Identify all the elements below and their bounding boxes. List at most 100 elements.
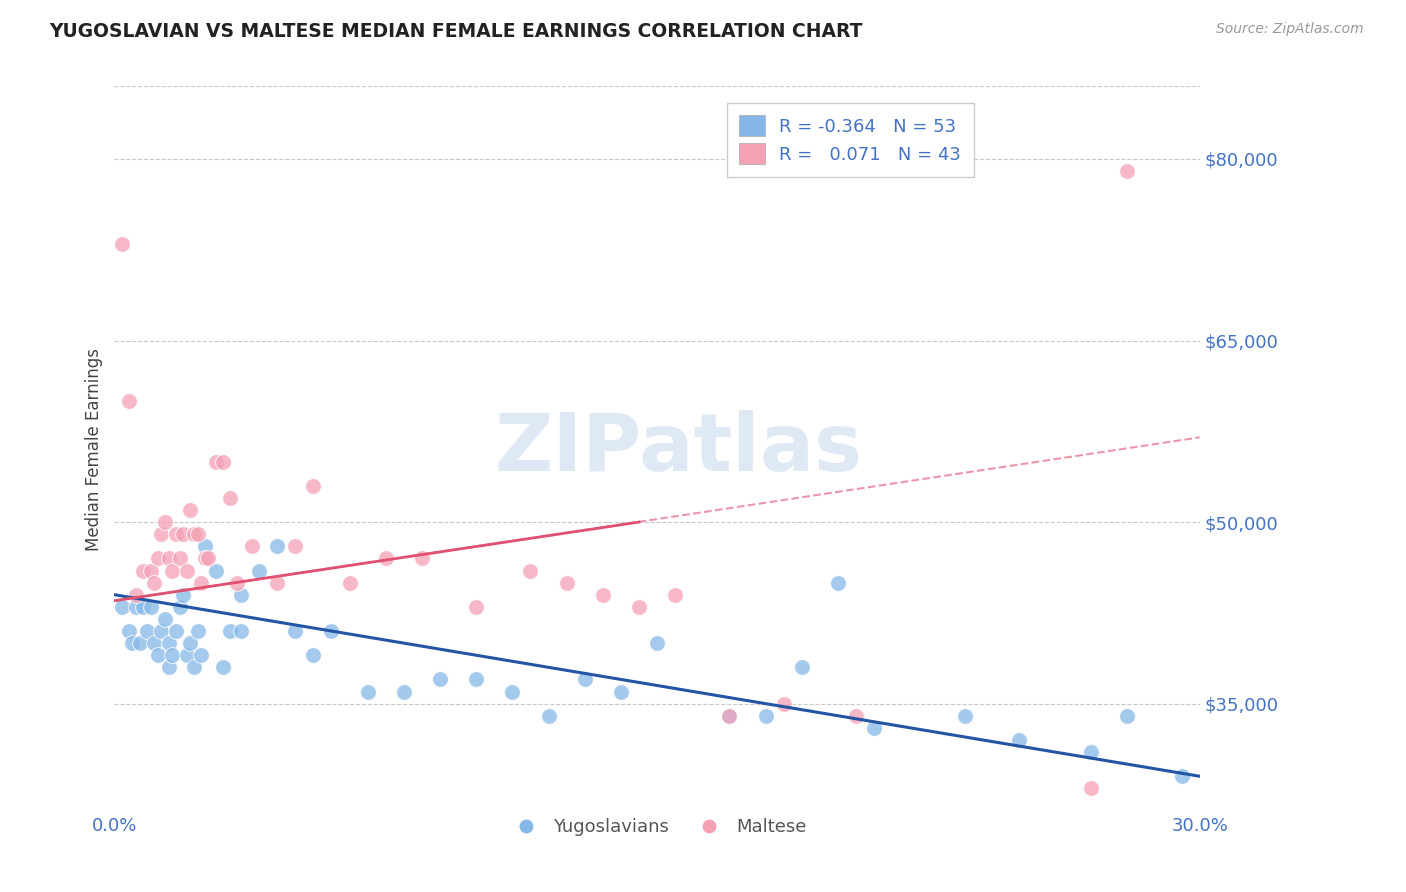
Point — [229, 624, 252, 638]
Point — [226, 575, 249, 590]
Point — [187, 527, 209, 541]
Point — [411, 551, 433, 566]
Point — [169, 599, 191, 614]
Point — [162, 564, 184, 578]
Point — [194, 551, 217, 566]
Point — [143, 575, 166, 590]
Text: Source: ZipAtlas.com: Source: ZipAtlas.com — [1216, 22, 1364, 37]
Point — [204, 454, 226, 468]
Point — [197, 551, 219, 566]
Point — [302, 479, 325, 493]
Text: ZIPatlas: ZIPatlas — [495, 410, 863, 489]
Y-axis label: Median Female Earnings: Median Female Earnings — [86, 348, 103, 551]
Point — [183, 527, 205, 541]
Point — [153, 612, 176, 626]
Point — [157, 551, 180, 566]
Point — [176, 648, 198, 663]
Point — [501, 684, 523, 698]
Point — [1170, 769, 1192, 783]
Point — [157, 660, 180, 674]
Point — [754, 708, 776, 723]
Point — [172, 527, 194, 541]
Point — [143, 636, 166, 650]
Point — [187, 624, 209, 638]
Point — [162, 648, 184, 663]
Legend: Yugoslavians, Maltese: Yugoslavians, Maltese — [501, 811, 813, 844]
Point — [645, 636, 668, 650]
Point — [204, 564, 226, 578]
Point — [183, 660, 205, 674]
Point — [1008, 733, 1031, 747]
Point — [179, 503, 201, 517]
Text: YUGOSLAVIAN VS MALTESE MEDIAN FEMALE EARNINGS CORRELATION CHART: YUGOSLAVIAN VS MALTESE MEDIAN FEMALE EAR… — [49, 22, 863, 41]
Point — [146, 551, 169, 566]
Point — [125, 599, 148, 614]
Point — [790, 660, 813, 674]
Point — [229, 588, 252, 602]
Point — [212, 660, 235, 674]
Point — [392, 684, 415, 698]
Point — [537, 708, 560, 723]
Point — [374, 551, 396, 566]
Point — [627, 599, 650, 614]
Point — [664, 588, 686, 602]
Point — [128, 636, 150, 650]
Point — [111, 236, 134, 251]
Point — [1116, 708, 1139, 723]
Point — [190, 575, 212, 590]
Point — [555, 575, 578, 590]
Point — [284, 539, 307, 553]
Point — [519, 564, 541, 578]
Point — [111, 599, 134, 614]
Point — [179, 636, 201, 650]
Point — [172, 588, 194, 602]
Point — [284, 624, 307, 638]
Point — [247, 564, 270, 578]
Point — [169, 551, 191, 566]
Point — [118, 624, 141, 638]
Point — [1080, 745, 1102, 759]
Point — [150, 624, 173, 638]
Point — [339, 575, 361, 590]
Point — [136, 624, 159, 638]
Point — [212, 454, 235, 468]
Point — [219, 624, 242, 638]
Point — [610, 684, 633, 698]
Point — [190, 648, 212, 663]
Point — [240, 539, 263, 553]
Point — [863, 721, 886, 735]
Point — [219, 491, 242, 505]
Point — [574, 673, 596, 687]
Point — [1116, 164, 1139, 178]
Point — [153, 515, 176, 529]
Point — [718, 708, 741, 723]
Point — [139, 564, 162, 578]
Point — [429, 673, 451, 687]
Point — [953, 708, 976, 723]
Point — [139, 599, 162, 614]
Point — [718, 708, 741, 723]
Point — [150, 527, 173, 541]
Point — [1080, 781, 1102, 796]
Point — [321, 624, 343, 638]
Point — [157, 636, 180, 650]
Point — [125, 588, 148, 602]
Point — [118, 394, 141, 409]
Point — [146, 648, 169, 663]
Point — [302, 648, 325, 663]
Point — [356, 684, 378, 698]
Point — [132, 599, 155, 614]
Point — [121, 636, 143, 650]
Point — [465, 673, 488, 687]
Point — [165, 527, 187, 541]
Point — [165, 624, 187, 638]
Point — [772, 697, 794, 711]
Point — [592, 588, 614, 602]
Point — [845, 708, 868, 723]
Point — [827, 575, 849, 590]
Point — [465, 599, 488, 614]
Point — [194, 539, 217, 553]
Point — [266, 575, 288, 590]
Point — [176, 564, 198, 578]
Point — [132, 564, 155, 578]
